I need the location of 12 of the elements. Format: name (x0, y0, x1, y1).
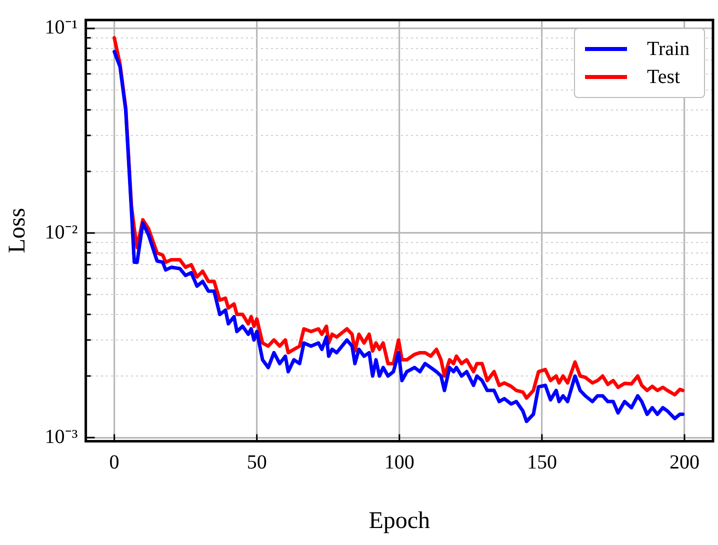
y-tick-label: 10⁻¹ (44, 16, 78, 39)
x-tick-label: 100 (384, 451, 414, 474)
x-tick-label: 150 (526, 451, 557, 474)
legend-label: Test (647, 66, 680, 88)
legend-label: Train (647, 38, 690, 60)
y-axis-title: Loss (4, 208, 31, 254)
x-axis-title: Epoch (368, 508, 430, 534)
y-tick-label: 10⁻² (44, 221, 78, 244)
x-tick-label: 50 (246, 451, 267, 474)
x-tick-label: 200 (669, 451, 700, 474)
x-tick-label: 0 (109, 451, 120, 474)
y-tick-label: 10⁻³ (44, 426, 78, 448)
